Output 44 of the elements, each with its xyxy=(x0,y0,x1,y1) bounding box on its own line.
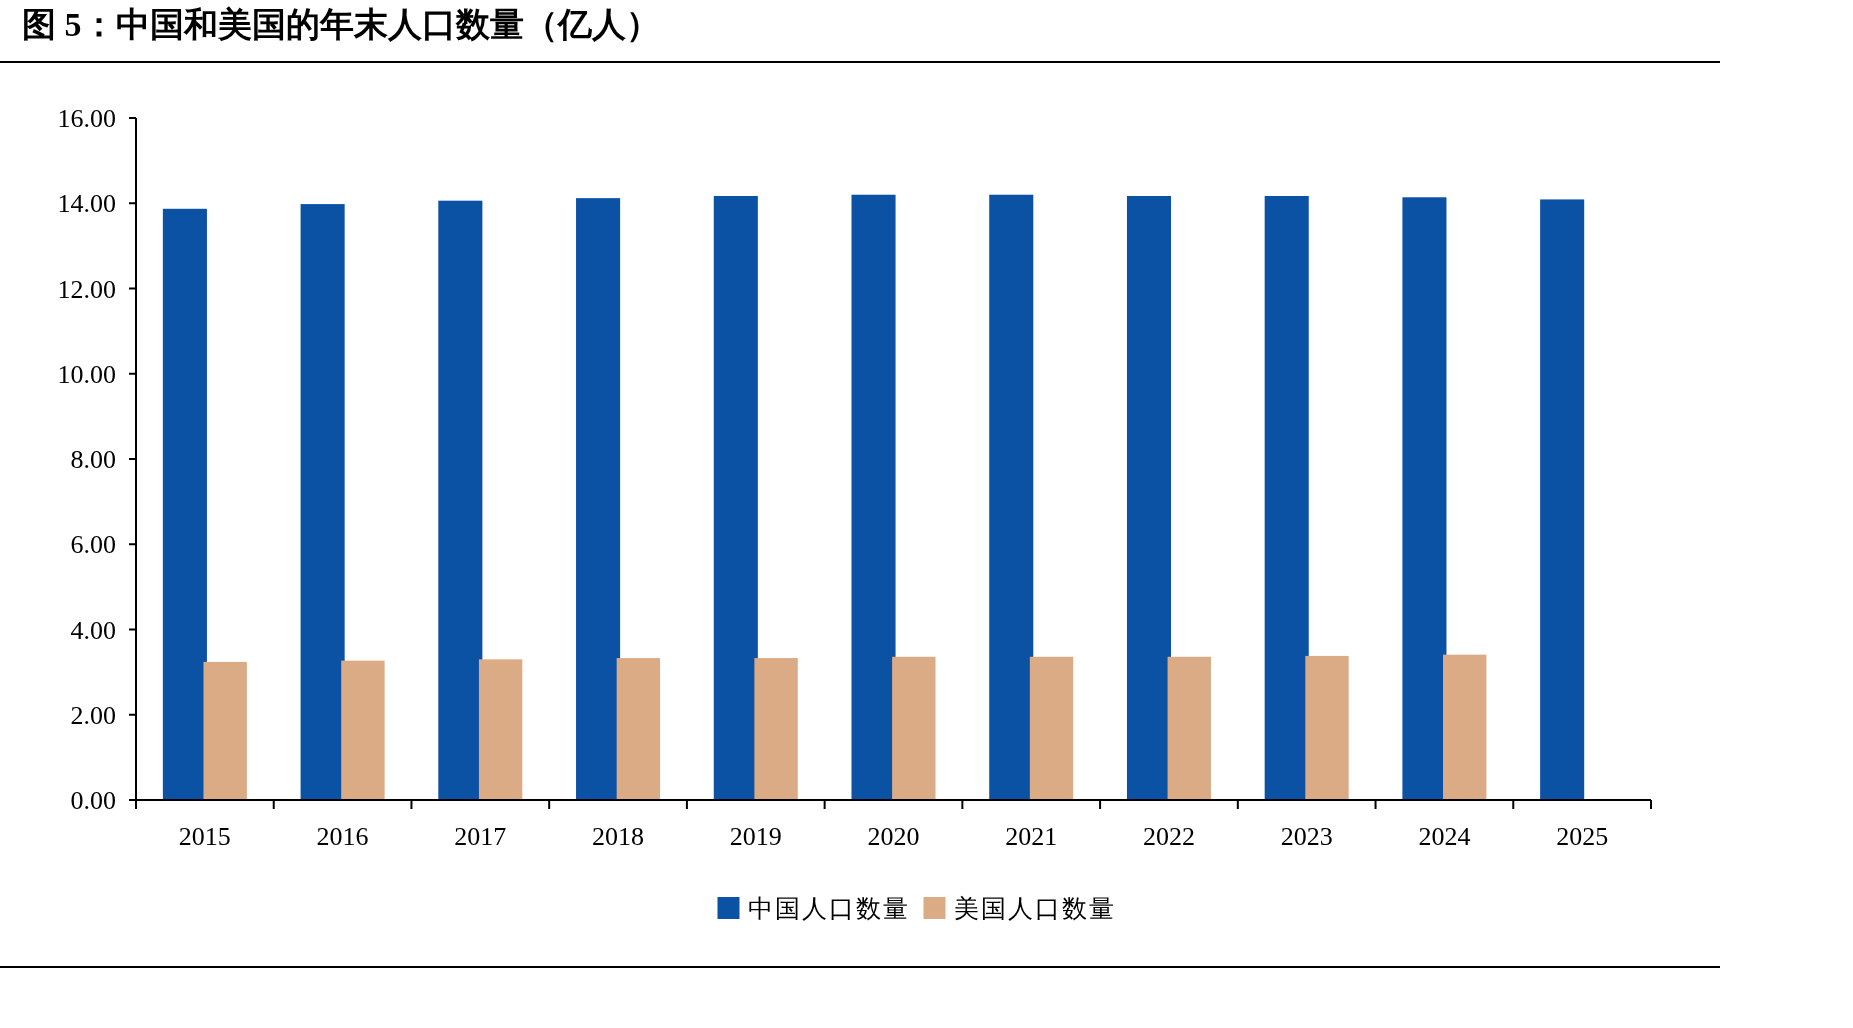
bar xyxy=(1305,655,1349,800)
y-tick-label: 8.00 xyxy=(70,445,116,474)
bar xyxy=(851,194,896,800)
bar xyxy=(576,198,621,800)
y-tick-label: 14.00 xyxy=(57,189,116,219)
x-tick-label: 2019 xyxy=(729,822,782,851)
x-tick-label: 2020 xyxy=(867,822,920,851)
bar xyxy=(162,208,207,800)
bar xyxy=(1264,196,1309,800)
bar xyxy=(1029,656,1074,800)
bar xyxy=(1443,654,1487,800)
bar xyxy=(341,660,385,800)
legend-label: 美国人口数量 xyxy=(953,895,1116,922)
y-tick-label: 6.00 xyxy=(70,530,116,560)
x-tick-label: 2015 xyxy=(178,822,231,851)
y-tick-label: 2.00 xyxy=(70,700,116,730)
x-tick-label: 2017 xyxy=(454,822,507,851)
y-tick-label: 4.00 xyxy=(70,615,116,645)
bar xyxy=(989,194,1034,800)
bar xyxy=(754,658,798,800)
bar xyxy=(713,196,758,800)
bar xyxy=(1540,199,1585,800)
x-tick-label: 2016 xyxy=(316,822,369,851)
bar xyxy=(203,661,247,800)
bar xyxy=(1402,197,1447,800)
y-tick-label: 12.00 xyxy=(57,274,116,304)
x-tick-label: 2022 xyxy=(1142,822,1195,851)
bar xyxy=(892,656,936,800)
chart-title: 图 5：中国和美国的年末人口数量（亿人） xyxy=(22,6,660,43)
y-tick-label: 10.00 xyxy=(57,359,116,389)
x-tick-label: 2023 xyxy=(1280,822,1333,851)
x-tick-label: 2018 xyxy=(592,822,645,851)
x-tick-label: 2024 xyxy=(1418,822,1471,851)
bar xyxy=(478,659,523,800)
bar xyxy=(1126,196,1172,800)
y-tick-label: 0.00 xyxy=(70,786,116,815)
x-tick-label: 2025 xyxy=(1556,822,1609,851)
bar xyxy=(616,658,661,800)
y-tick-label: 16.00 xyxy=(57,104,116,133)
bar xyxy=(438,200,483,800)
legend-label: 中国人口数量 xyxy=(747,895,910,922)
x-tick-label: 2021 xyxy=(1005,822,1058,851)
bar xyxy=(300,204,345,800)
bar xyxy=(1167,656,1211,800)
